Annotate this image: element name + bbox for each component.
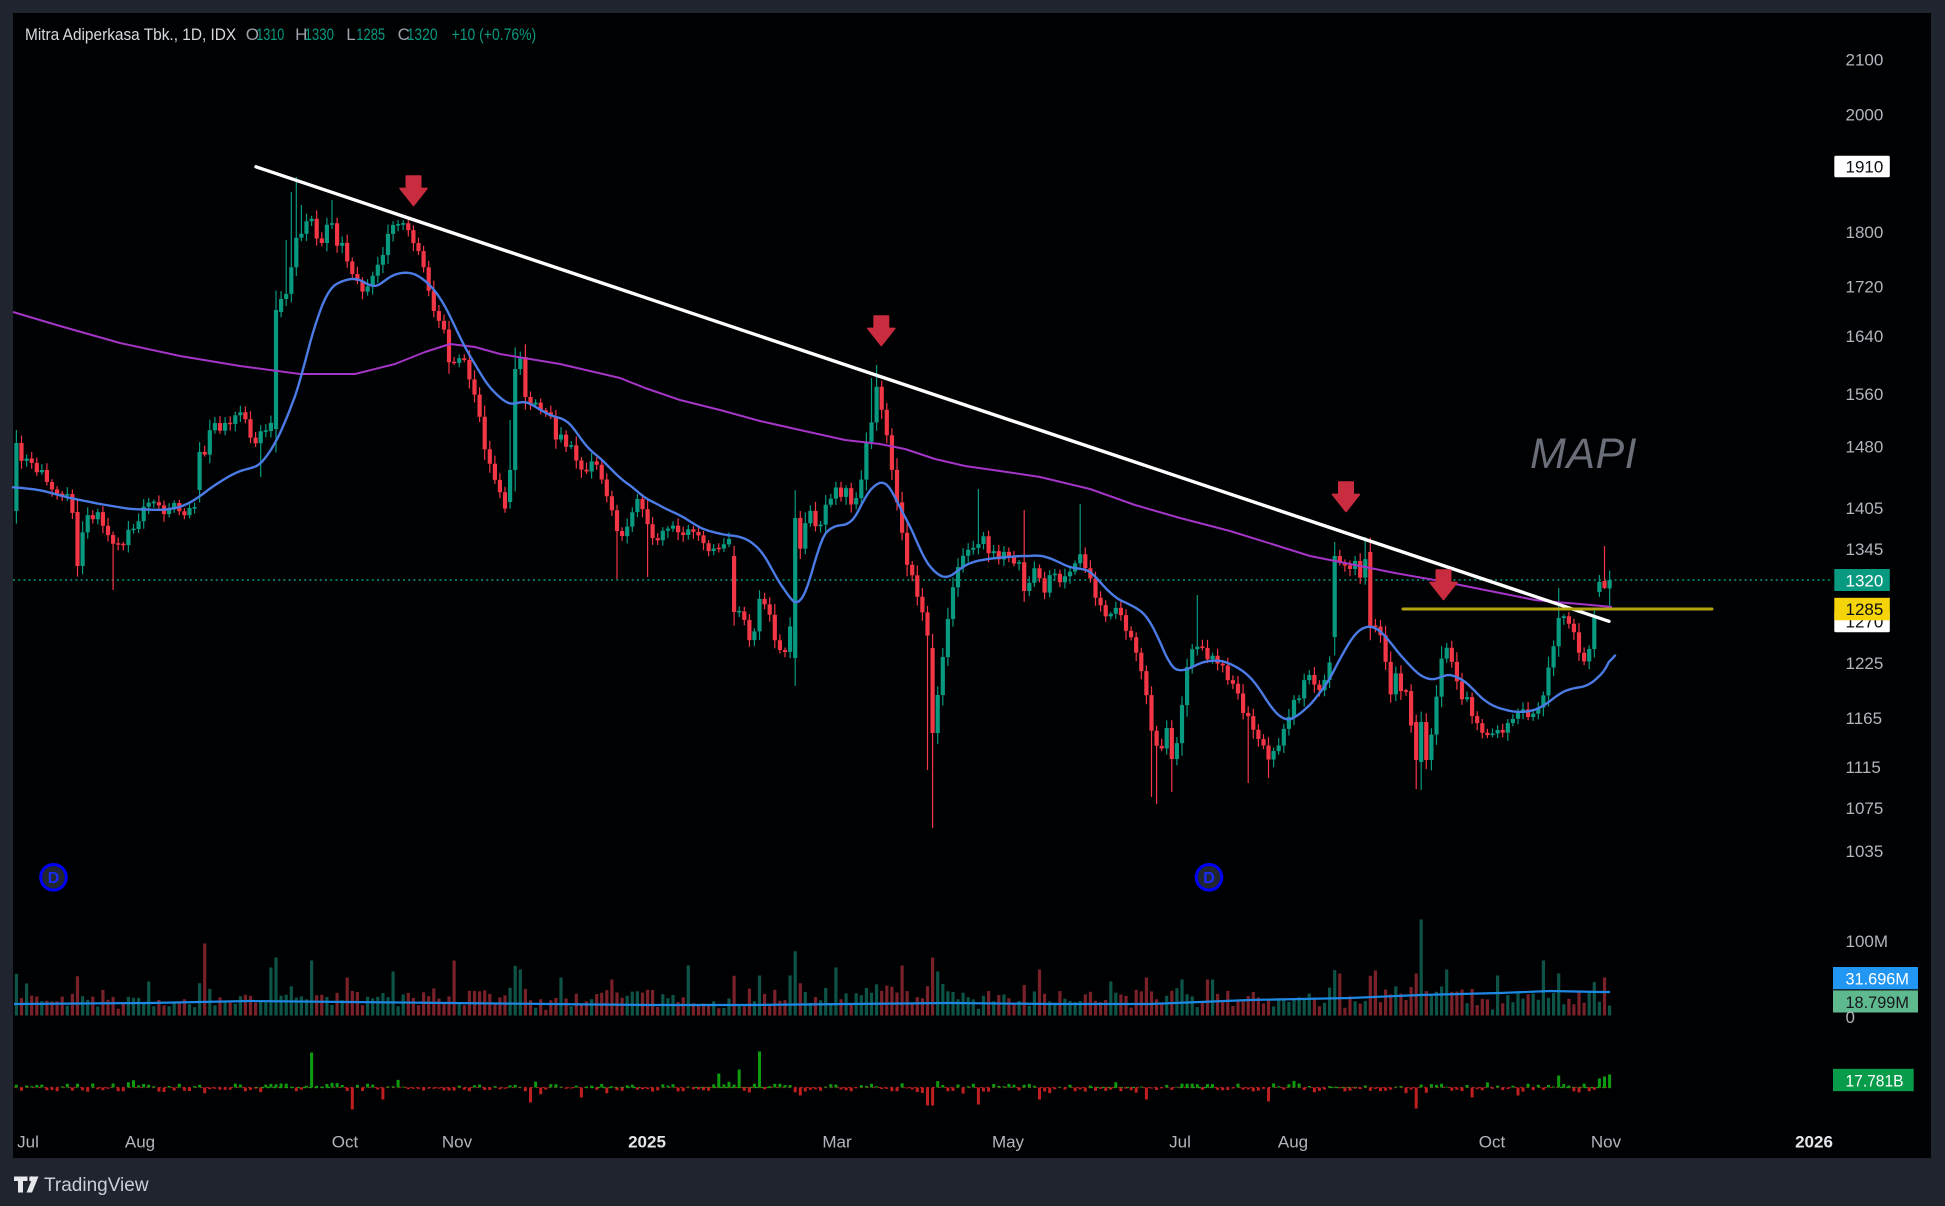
svg-text:1285: 1285: [356, 25, 385, 44]
svg-text:2100: 2100: [1846, 51, 1884, 70]
svg-text:Oct: Oct: [1479, 1133, 1506, 1152]
svg-text:+10 (+0.76%): +10 (+0.76%): [452, 25, 537, 44]
svg-text:1035: 1035: [1846, 842, 1884, 861]
svg-text:MAPI: MAPI: [1530, 430, 1637, 478]
svg-text:D: D: [1203, 870, 1215, 887]
svg-text:H: H: [295, 25, 307, 44]
svg-text:L: L: [346, 25, 355, 44]
svg-text:1285: 1285: [1846, 600, 1884, 619]
svg-text:Aug: Aug: [125, 1133, 155, 1152]
svg-text:Nov: Nov: [442, 1133, 473, 1152]
svg-text:1800: 1800: [1846, 223, 1884, 242]
svg-text:Aug: Aug: [1278, 1133, 1308, 1152]
svg-text:1405: 1405: [1846, 499, 1884, 518]
svg-text:1330: 1330: [305, 25, 335, 44]
svg-text:1640: 1640: [1846, 327, 1884, 346]
svg-text:Nov: Nov: [1591, 1133, 1622, 1152]
svg-text:1480: 1480: [1846, 438, 1884, 457]
svg-text:1720: 1720: [1846, 277, 1884, 296]
svg-text:Mar: Mar: [822, 1133, 852, 1152]
svg-text:TradingView: TradingView: [44, 1175, 149, 1196]
svg-text:1225: 1225: [1846, 654, 1884, 673]
svg-text:1320: 1320: [1846, 572, 1884, 591]
svg-text:2025: 2025: [628, 1133, 666, 1152]
svg-text:1910: 1910: [1846, 157, 1884, 176]
svg-text:1560: 1560: [1846, 385, 1884, 404]
svg-text:100M: 100M: [1846, 932, 1889, 951]
svg-text:C: C: [398, 25, 410, 44]
svg-text:D: D: [48, 870, 60, 887]
svg-text:Mitra Adiperkasa Tbk., 1D, IDX: Mitra Adiperkasa Tbk., 1D, IDX: [25, 25, 236, 44]
svg-text:1320: 1320: [407, 25, 438, 44]
svg-text:1165: 1165: [1846, 709, 1883, 728]
svg-text:2026: 2026: [1795, 1133, 1833, 1152]
svg-text:0: 0: [1846, 1008, 1855, 1027]
svg-text:1310: 1310: [256, 25, 284, 44]
svg-text:O: O: [246, 25, 259, 44]
svg-text:1345: 1345: [1846, 540, 1884, 559]
svg-text:18.799M: 18.799M: [1846, 993, 1909, 1012]
svg-text:31.696M: 31.696M: [1846, 970, 1909, 989]
svg-text:Oct: Oct: [332, 1133, 359, 1152]
svg-text:1115: 1115: [1846, 758, 1881, 777]
svg-text:Jul: Jul: [1169, 1133, 1191, 1152]
svg-text:Jul: Jul: [17, 1133, 39, 1152]
svg-text:May: May: [992, 1133, 1025, 1152]
svg-text:17.781B: 17.781B: [1846, 1071, 1904, 1090]
svg-text:1075: 1075: [1846, 799, 1884, 818]
svg-text:2000: 2000: [1846, 106, 1884, 125]
